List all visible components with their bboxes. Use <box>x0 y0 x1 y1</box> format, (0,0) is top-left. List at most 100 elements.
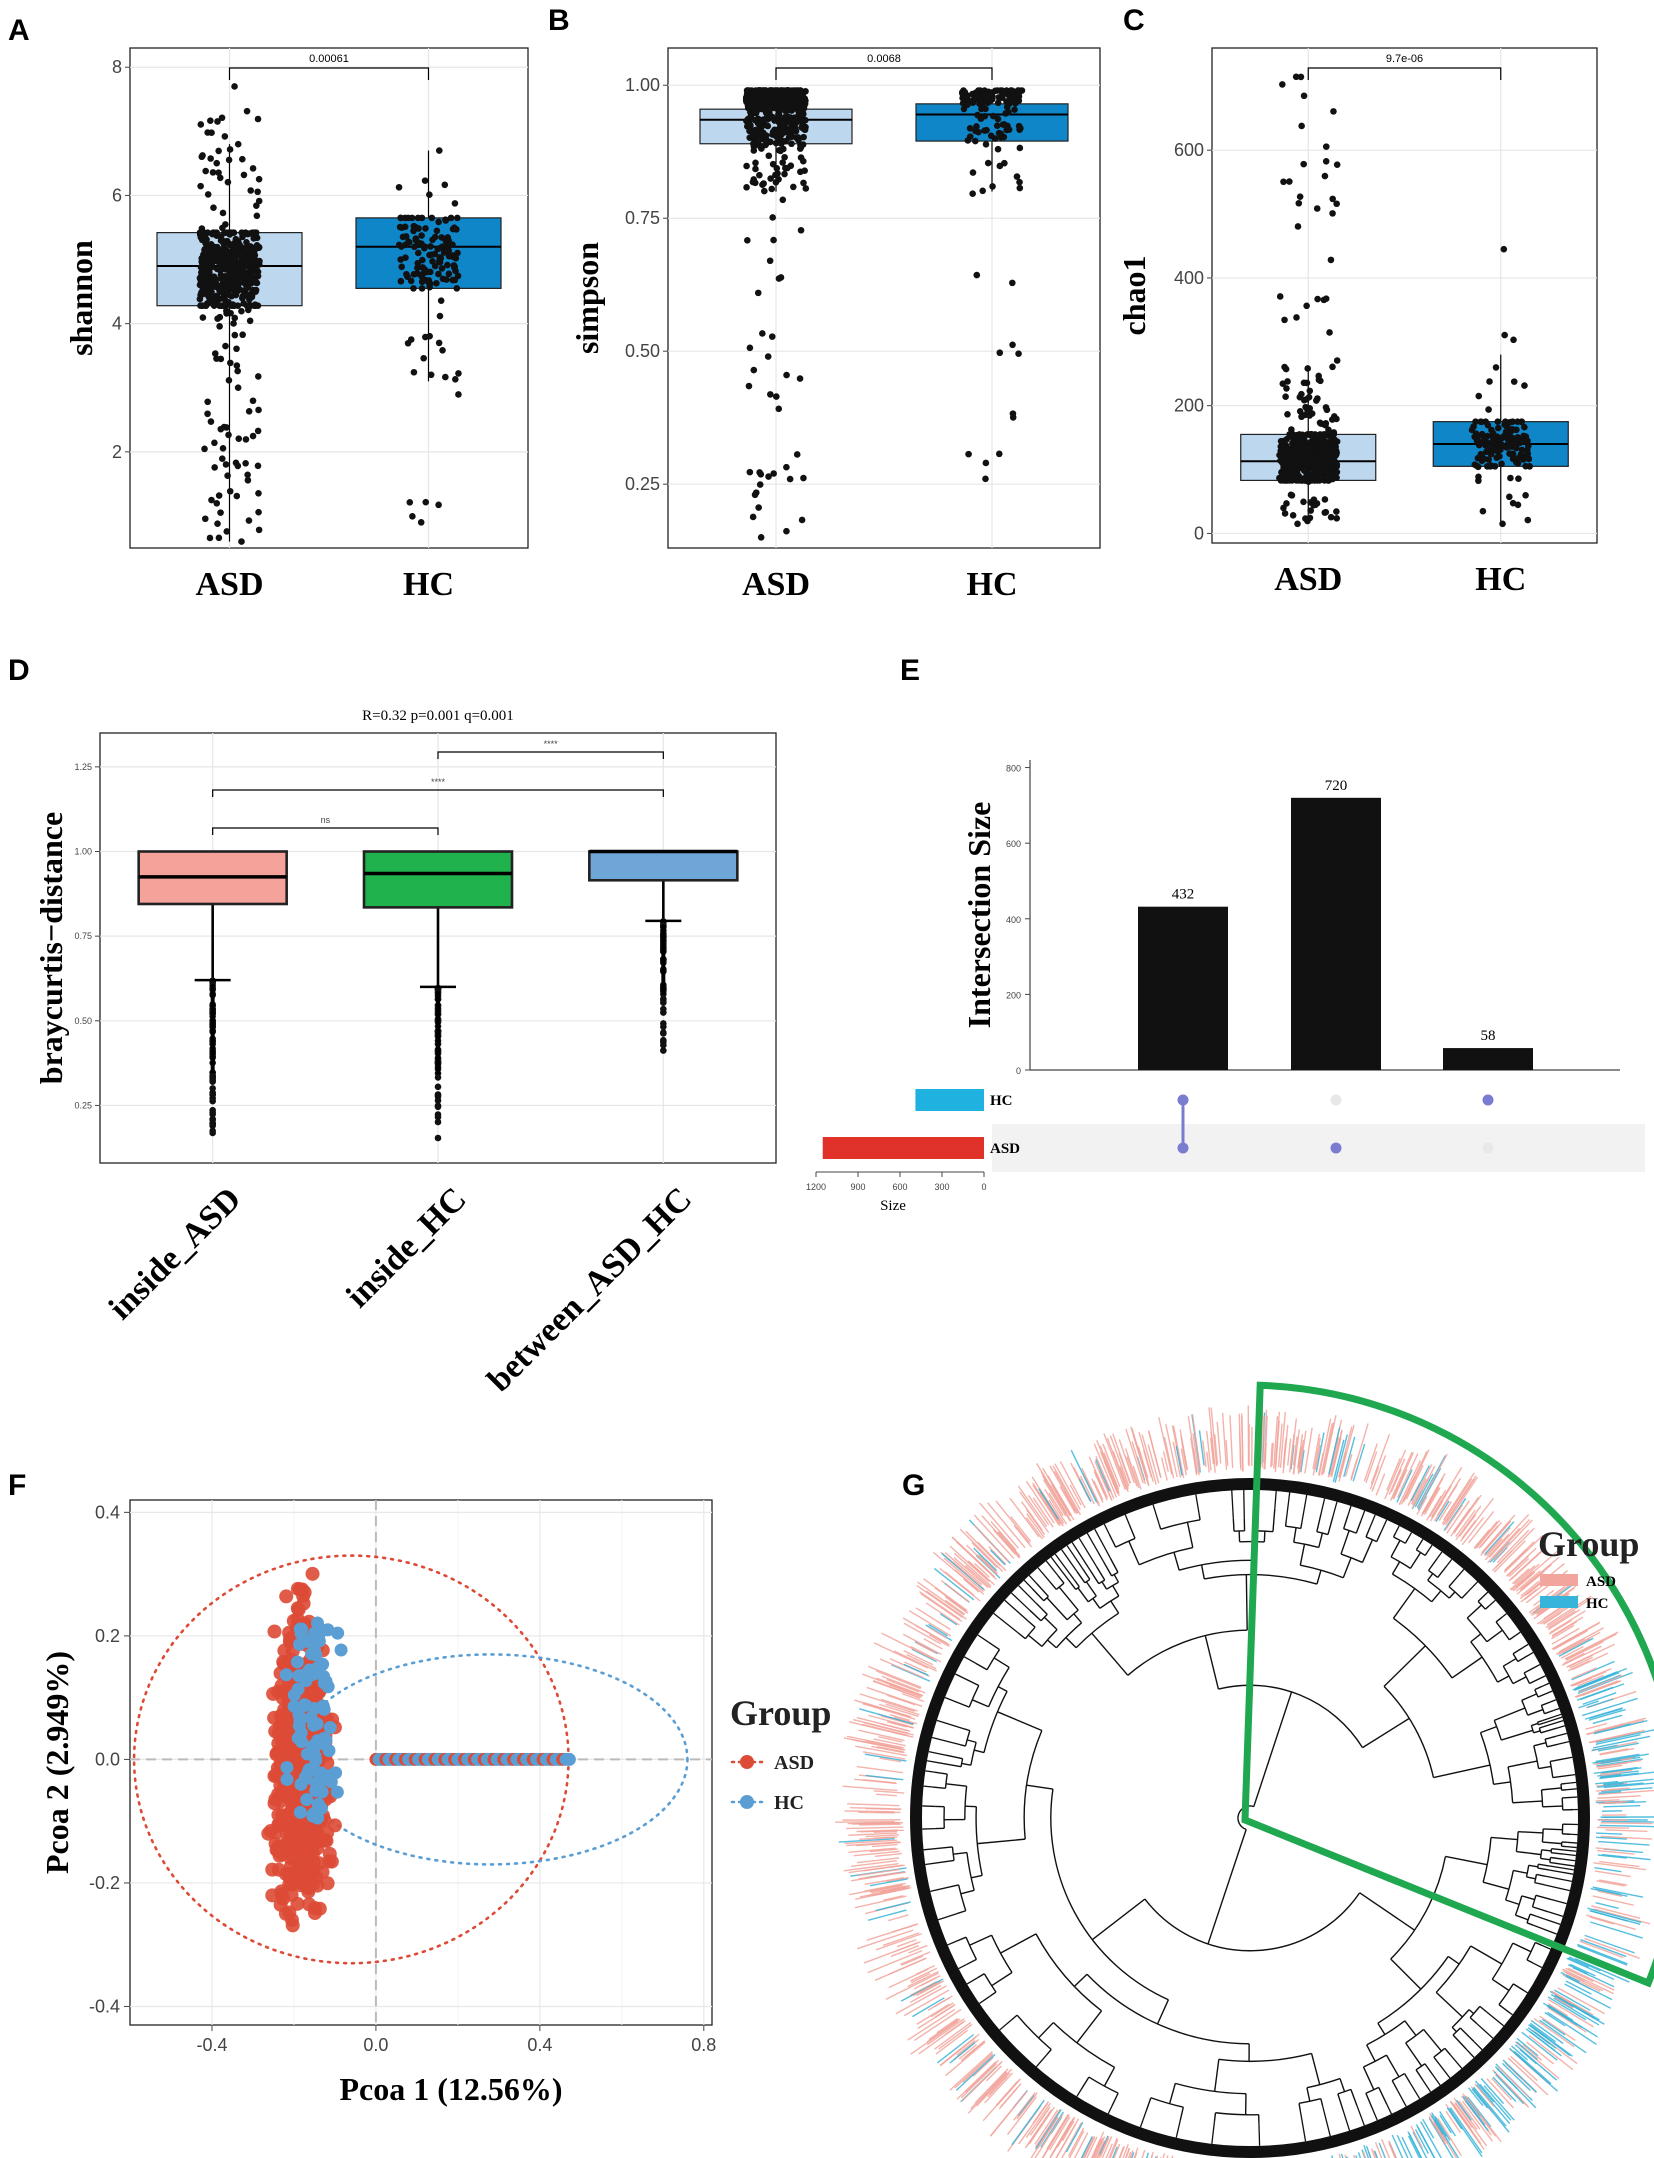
data-point <box>222 461 230 468</box>
data-point <box>436 254 444 261</box>
tip-label-mark <box>1445 2110 1461 2134</box>
tree-arc <box>990 1934 1013 1973</box>
tip-label-mark <box>864 1876 904 1886</box>
data-point <box>784 113 792 120</box>
data-point <box>760 129 767 137</box>
tip-label-mark <box>952 1561 982 1587</box>
y-tick-label: 800 <box>1006 764 1021 774</box>
tip-label-mark <box>919 1591 961 1620</box>
tree-branch <box>949 1884 959 1888</box>
tip-label-mark <box>1096 1439 1119 1492</box>
tip-label-mark <box>882 1932 920 1947</box>
tree-arc <box>1415 1549 1426 1557</box>
data-point <box>211 350 219 357</box>
data-point <box>786 475 794 483</box>
tree-branch <box>939 1859 955 1864</box>
outlier-point <box>434 1091 442 1099</box>
data-point <box>232 291 240 299</box>
data-point-ASD <box>319 1833 334 1848</box>
x-tick-label: 0.4 <box>527 2035 552 2055</box>
data-point <box>1493 433 1501 441</box>
tree-branch <box>966 1977 979 1985</box>
tree-branch <box>1435 1991 1463 2018</box>
data-point <box>1303 460 1311 468</box>
tip-label-mark <box>984 2072 1013 2104</box>
data-point <box>248 274 256 281</box>
tree-branch <box>997 1711 1043 1732</box>
data-point <box>236 270 244 278</box>
tree-branch <box>1479 2005 1488 2013</box>
data-point <box>242 436 250 443</box>
data-point <box>1512 441 1519 449</box>
tree-arc <box>1178 1559 1254 1571</box>
data-point <box>197 121 205 128</box>
data-point-ASD <box>279 1589 294 1604</box>
data-point <box>784 87 792 94</box>
tree-branch <box>971 1699 989 1708</box>
tip-label-mark <box>1328 1427 1341 1475</box>
tip-label-mark <box>897 1938 917 1948</box>
box-inside_HC <box>362 850 514 909</box>
data-point <box>1506 450 1513 457</box>
data-point <box>410 368 418 376</box>
tip-label-mark <box>1600 1822 1653 1825</box>
tip-label-mark <box>858 1871 899 1880</box>
data-point-HC <box>299 1674 313 1688</box>
tree-branch <box>1527 1708 1544 1716</box>
data-point <box>1281 316 1288 324</box>
tip-label-mark <box>1131 1441 1146 1485</box>
tip-label-mark <box>1481 1521 1510 1553</box>
tip-label-mark <box>1601 1787 1653 1793</box>
data-point <box>443 247 450 254</box>
tip-label-mark <box>1453 2097 1478 2131</box>
tip-label-mark <box>1471 2088 1489 2109</box>
tree-branch <box>999 2019 1012 2031</box>
tip-label-mark <box>909 1984 942 2003</box>
tip-label-mark <box>859 1822 900 1825</box>
size-tick-label: 600 <box>892 1182 907 1192</box>
data-point-HC <box>307 1809 321 1823</box>
tip-label-mark <box>1297 1447 1302 1468</box>
data-point <box>980 91 987 98</box>
tip-label-mark <box>1271 1442 1274 1467</box>
tree-branch <box>1551 1848 1564 1851</box>
data-point <box>207 117 214 125</box>
data-point <box>1313 205 1321 212</box>
tip-label-mark <box>1381 2138 1391 2158</box>
data-point <box>213 229 220 236</box>
data-point <box>994 99 1002 107</box>
data-point <box>1333 161 1341 168</box>
data-point-ASD <box>283 1813 298 1828</box>
tip-label-mark <box>1407 2135 1421 2158</box>
tree-branch <box>1299 2110 1307 2142</box>
data-point-min <box>1499 520 1506 528</box>
tip-label-mark <box>1478 1525 1499 1549</box>
data-point-ASD <box>277 1643 292 1658</box>
tip-label-mark <box>1019 1491 1050 1534</box>
data-point <box>401 214 409 222</box>
tip-label-mark <box>1495 2074 1525 2105</box>
data-point <box>436 258 444 266</box>
data-point <box>230 320 237 327</box>
tree-arc <box>1525 1865 1530 1878</box>
data-point <box>1318 456 1326 463</box>
outlier-point <box>434 1118 442 1126</box>
tip-label-mark <box>1095 1458 1111 1492</box>
data-point <box>747 112 755 119</box>
tip-label-mark <box>979 1502 1019 1549</box>
tip-label-mark <box>1396 2134 1409 2158</box>
data-point <box>1321 465 1329 472</box>
data-point <box>442 373 449 381</box>
data-point <box>249 432 257 440</box>
data-point <box>426 191 433 198</box>
data-point <box>1333 357 1341 364</box>
tree-branch <box>1211 2121 1216 2144</box>
tip-label-mark <box>911 1648 937 1663</box>
data-point <box>1477 450 1485 458</box>
tree-branch <box>1320 1498 1326 1514</box>
data-point <box>215 169 222 176</box>
legend-swatch-ASD <box>1540 1574 1578 1586</box>
tip-label-mark <box>1338 1424 1355 1482</box>
tree-arc <box>951 1846 955 1861</box>
tree-branch <box>1156 1999 1170 2025</box>
